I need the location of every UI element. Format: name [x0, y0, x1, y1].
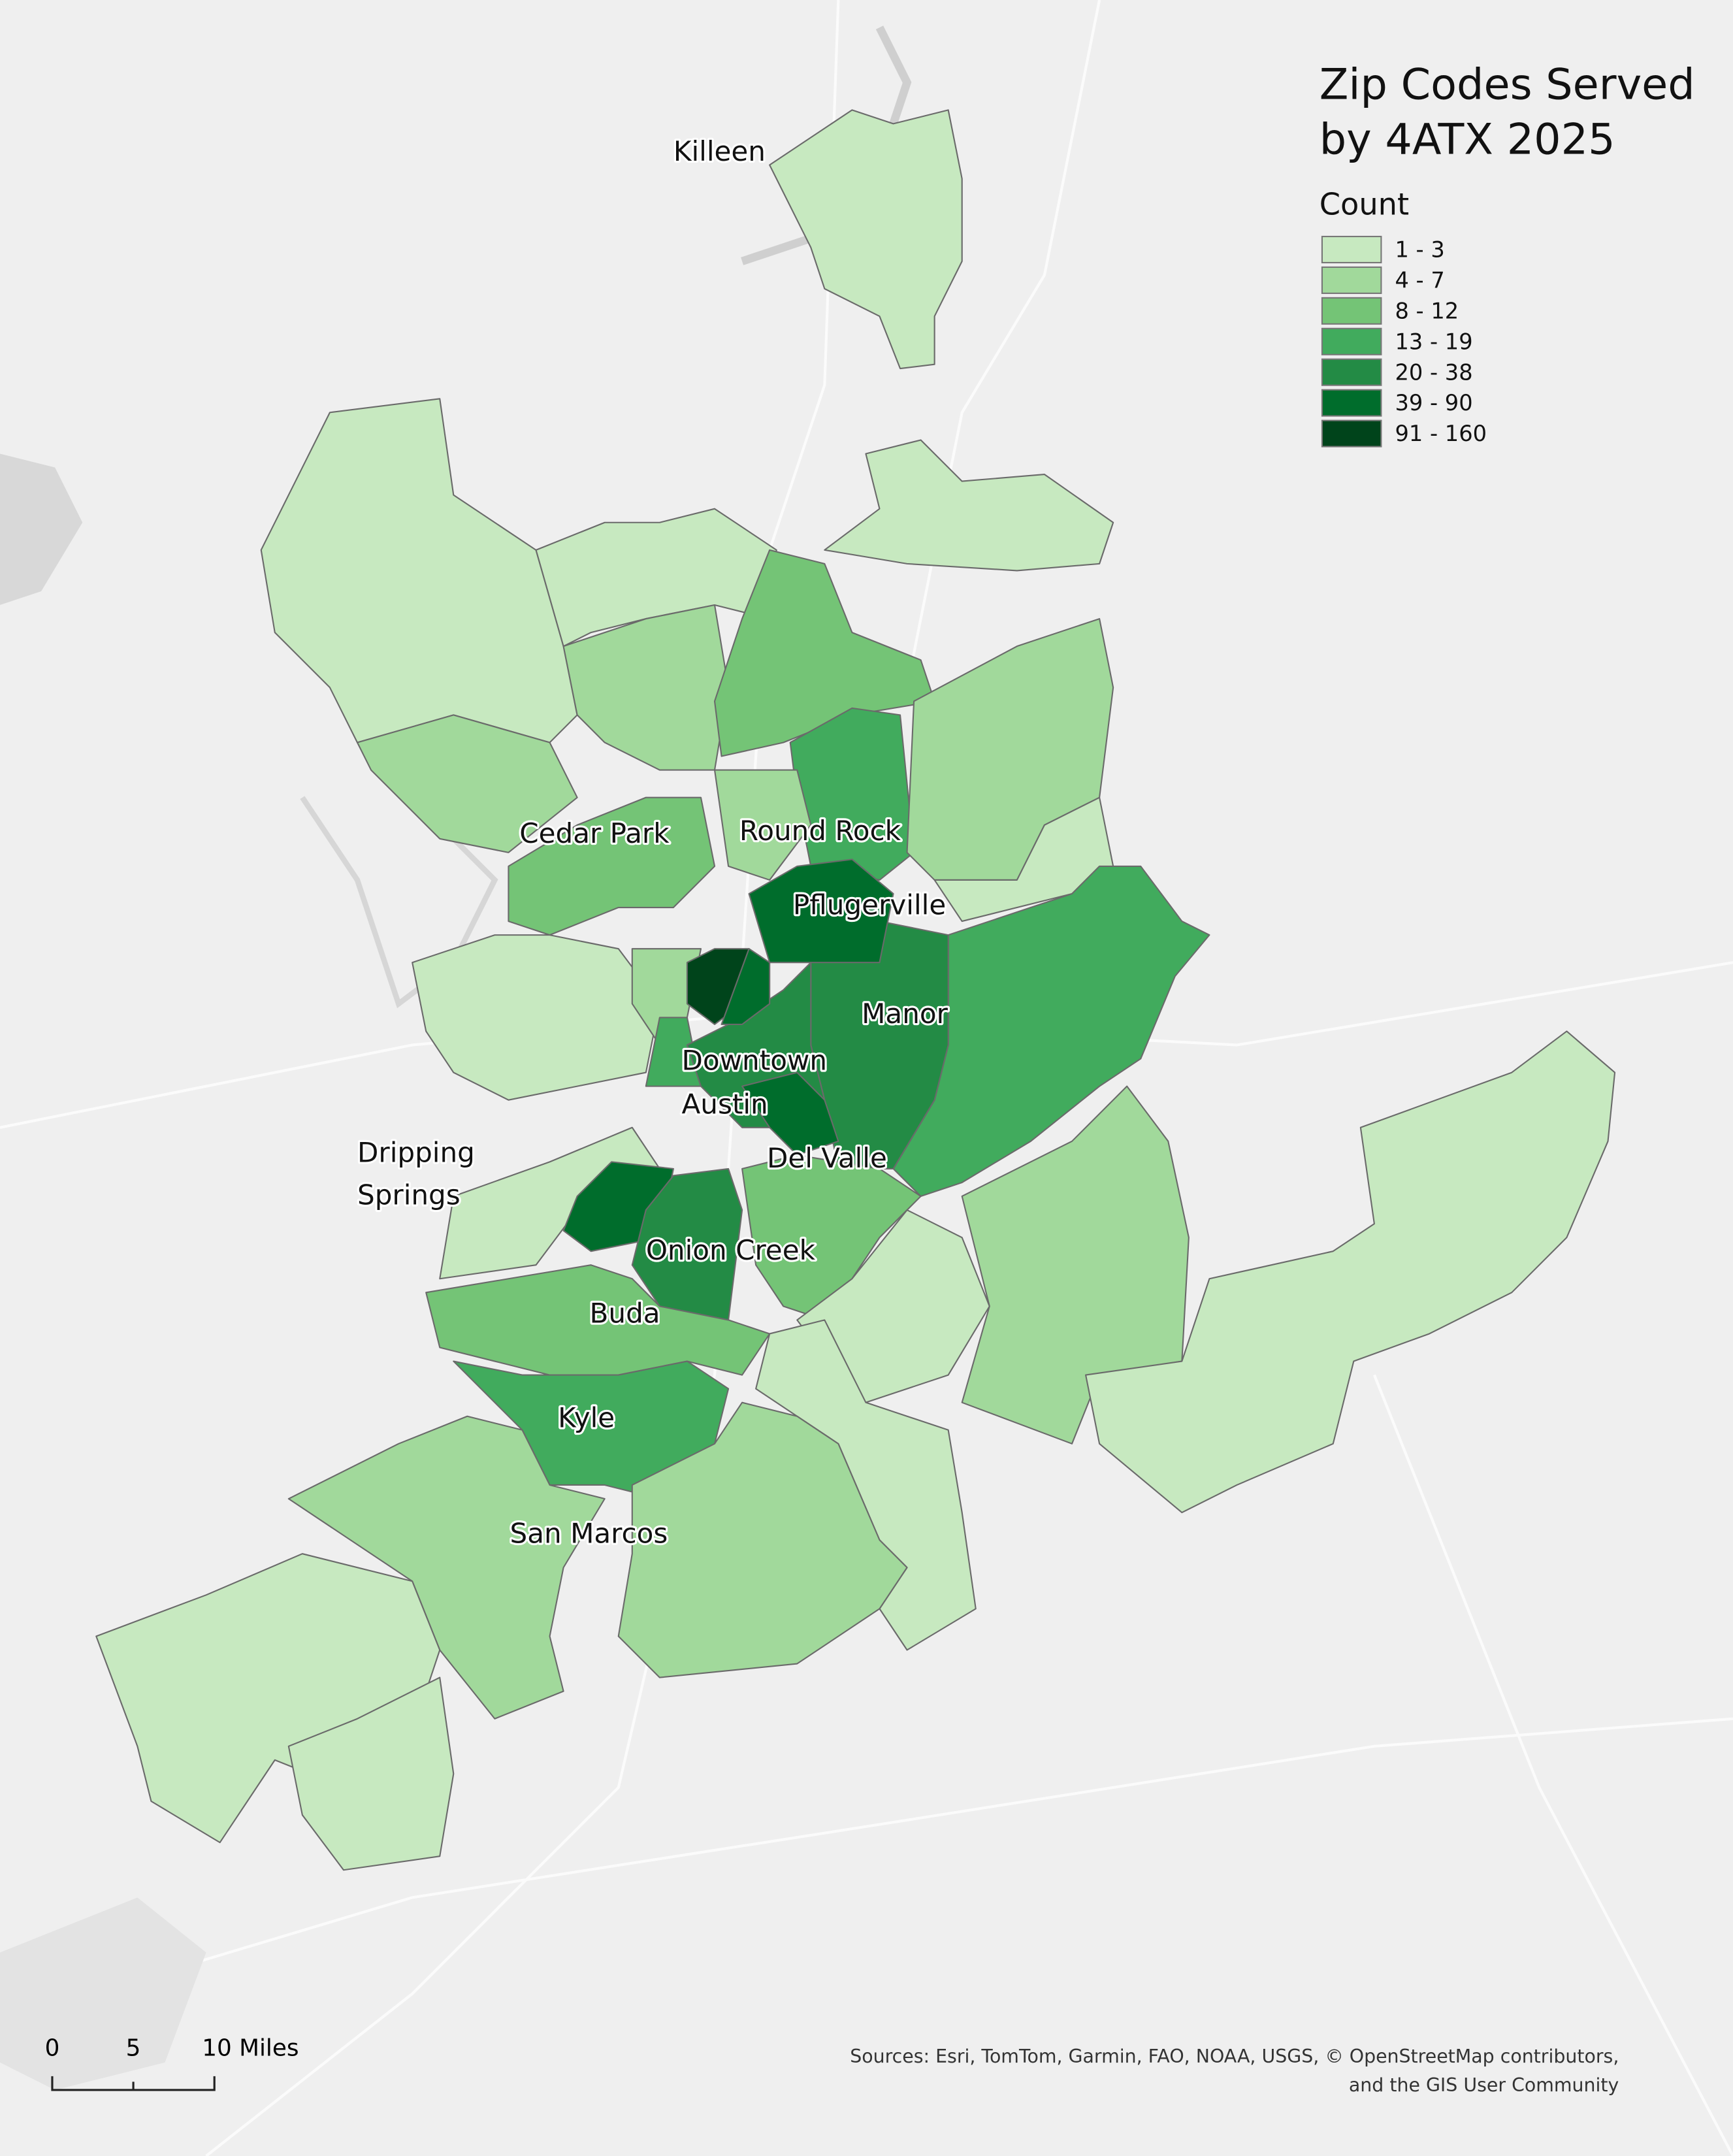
legend-label: 8 - 12	[1395, 298, 1459, 323]
legend-label: 20 - 38	[1395, 359, 1472, 385]
zip-area	[789, 707, 915, 881]
scale-bar: 0 5 10 Miles	[45, 2034, 299, 2091]
zip-area	[508, 796, 716, 936]
legend-swatch	[1321, 358, 1382, 386]
place-label: Pflugerville	[793, 889, 946, 921]
place-label: Kyle	[558, 1402, 615, 1434]
legend-label: 1 - 3	[1395, 237, 1444, 263]
legend-swatch	[1321, 389, 1382, 417]
legend-title: Count	[1320, 186, 1409, 221]
map-title: Zip Codes Served	[1320, 60, 1695, 110]
zip-areas	[95, 109, 1616, 1871]
place-label: Onion Creek	[646, 1234, 816, 1266]
place-label: Del Valle	[767, 1142, 887, 1174]
sources: and the GIS User Community	[1349, 2074, 1619, 2096]
place-label: Austin	[682, 1088, 768, 1120]
legend-swatch	[1321, 266, 1382, 294]
zip-area	[824, 439, 1114, 572]
place-label: Dripping	[357, 1136, 475, 1168]
map-title: by 4ATX 2025	[1320, 115, 1615, 165]
sources: Sources: Esri, TomTom, Garmin, FAO, NOAA…	[850, 2046, 1619, 2067]
zip-area	[748, 858, 894, 964]
legend-label: 91 - 160	[1395, 421, 1487, 446]
place-label: Cedar Park	[519, 817, 670, 849]
scale-label: 5	[126, 2034, 141, 2061]
zip-area	[631, 1168, 743, 1321]
legend-swatch	[1321, 419, 1382, 448]
zip-area	[769, 109, 963, 370]
zip-area	[933, 796, 1114, 923]
place-label: Buda	[590, 1298, 660, 1330]
zip-area	[617, 1401, 908, 1678]
zip-area	[721, 948, 771, 1025]
place-label: Manor	[862, 998, 948, 1030]
place-label: Downtown	[682, 1044, 828, 1076]
scale-label: 0	[45, 2034, 60, 2061]
legend-label: 39 - 90	[1395, 390, 1472, 416]
zip-area	[356, 714, 578, 853]
zip-area	[425, 1264, 771, 1376]
legend-swatch	[1321, 327, 1382, 355]
place-label: San Marcos	[510, 1517, 668, 1549]
place-label: Killeen	[673, 135, 766, 167]
zip-area	[741, 1071, 839, 1156]
zip-area	[1085, 1030, 1616, 1514]
scale-line	[51, 2076, 216, 2091]
legend-swatch	[1321, 297, 1382, 325]
legend-swatch	[1321, 235, 1382, 264]
place-labels: Killeen Cedar Park Round Rock Pflugerville M…	[355, 133, 950, 1551]
place-label: Springs	[357, 1179, 461, 1211]
place-label: Round Rock	[739, 815, 901, 847]
scale-label: 10 Miles	[202, 2034, 299, 2061]
legend-label: 13 - 19	[1395, 329, 1472, 354]
legend: 1 - 3 4 - 7 8 - 12 13 - 19 20 - 38 39 - 90 91 …	[1321, 235, 1487, 448]
zip-area	[713, 769, 812, 881]
zip-area	[412, 934, 660, 1101]
legend-label: 4 - 7	[1395, 267, 1444, 293]
zip-area	[287, 1676, 455, 1871]
